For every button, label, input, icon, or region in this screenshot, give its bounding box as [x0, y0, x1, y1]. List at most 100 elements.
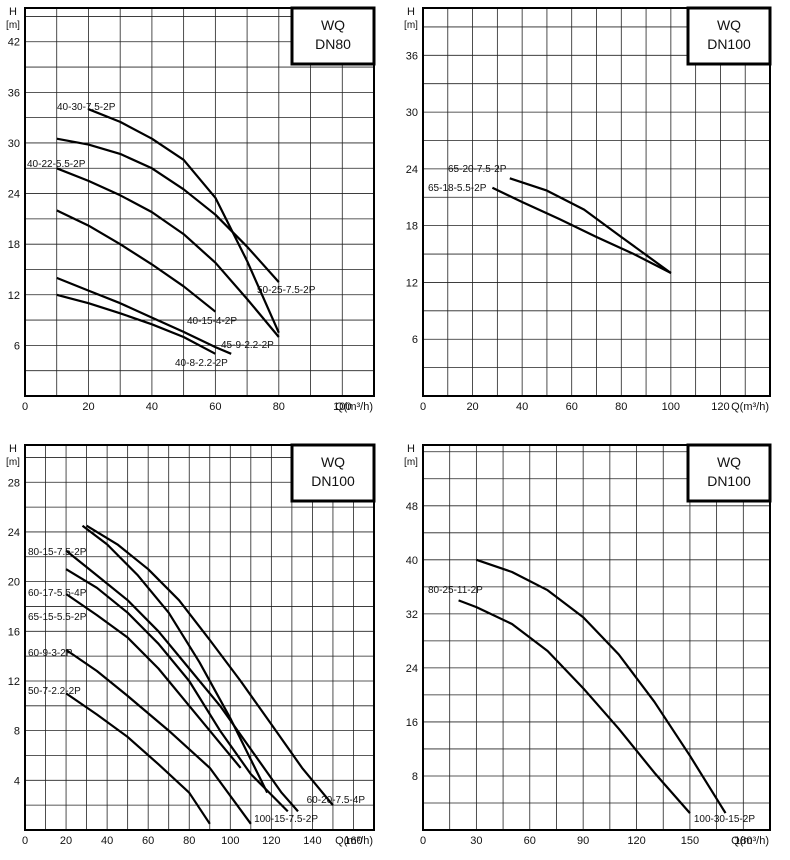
x-tick-label: 120 [627, 835, 645, 847]
y-tick-label: 16 [8, 626, 20, 638]
y-tick-label: 8 [14, 726, 20, 738]
y-tick-label: 48 [406, 501, 418, 513]
plot-frame [422, 7, 771, 397]
y-axis-label-h: H [9, 6, 17, 18]
curve-50-25-7.5-2P [56, 167, 280, 338]
chart-panel-2: 0 20 40 60 80 100 120 Q(m³/h) 6 12 18 24 30 36 H [m] WQ D… [404, 6, 772, 413]
x-tick-label: 0 [420, 401, 426, 413]
x-tick-label: 60 [524, 835, 536, 847]
y-tick-label: 18 [406, 221, 418, 233]
curve-label: 40-15-4-2P [187, 316, 237, 327]
series-title-text: WQ [321, 17, 345, 33]
plot-frame [24, 444, 375, 831]
y-axis-label-unit: [m] [404, 457, 418, 468]
curve-label: 40-8-2.2-2P [175, 358, 228, 369]
curve-60-17-5.5-4P [65, 568, 289, 813]
curve-label: 65-20-7.5-2P [448, 164, 507, 175]
y-tick-label: 42 [8, 37, 20, 49]
series-title-text: WQ [717, 454, 741, 470]
curve-label: 80-15-7.5-2P [28, 547, 87, 558]
x-tick-label: 160 [344, 835, 362, 847]
curve-label: 60-17-5.5-4P [28, 588, 87, 599]
x-tick-label: 120 [711, 401, 729, 413]
y-tick-label: 4 [14, 775, 20, 787]
curve-80-15-7.5-2P [81, 524, 269, 794]
x-tick-label: 180 [734, 835, 752, 847]
x-axis-label: Q(m³/h) [731, 401, 769, 413]
y-axis-label-unit: [m] [404, 20, 418, 31]
y-tick-label: 20 [8, 577, 20, 589]
curve-label: 40-30-7.5-2P [57, 102, 116, 113]
x-axis-label: Q(m³/h) [731, 835, 769, 847]
x-tick-label: 60 [566, 401, 578, 413]
y-tick-label: 30 [8, 138, 20, 150]
x-tick-label: 40 [146, 401, 158, 413]
curve-40-8-2.2-2P [56, 293, 216, 355]
curve-100-15-7.5-2P [65, 549, 299, 813]
y-tick-label: 36 [8, 87, 20, 99]
y-tick-label: 24 [8, 189, 20, 201]
x-tick-label: 140 [303, 835, 321, 847]
x-tick-label: 100 [221, 835, 239, 847]
curve-label: 60-20-7.5-4P [307, 795, 366, 806]
x-tick-label: 100 [333, 401, 351, 413]
x-tick-label: 20 [82, 401, 94, 413]
y-tick-label: 8 [412, 771, 418, 783]
x-tick-label: 120 [262, 835, 280, 847]
x-tick-label: 80 [615, 401, 627, 413]
series-title-text: DN80 [315, 36, 351, 52]
series-title-text: WQ [717, 17, 741, 33]
y-tick-label: 12 [8, 290, 20, 302]
curve-label: 60-9-3-2P [28, 648, 73, 659]
x-tick-label: 60 [209, 401, 221, 413]
y-tick-label: 30 [406, 107, 418, 119]
x-axis-label: Q(m³/h) [335, 401, 373, 413]
series-title-box [290, 443, 376, 503]
y-tick-label: 24 [406, 663, 418, 675]
y-tick-label: 24 [8, 527, 20, 539]
x-tick-label: 30 [470, 835, 482, 847]
curve-label: 50-7-2.2-2P [28, 686, 81, 697]
y-tick-label: 40 [406, 555, 418, 567]
x-tick-label: 0 [22, 401, 28, 413]
plot-frame [24, 7, 375, 397]
y-tick-label: 24 [406, 164, 418, 176]
curve-100-30-15-2P [476, 558, 727, 814]
curve-label: 40-22-5.5-2P [27, 159, 86, 170]
y-tick-label: 6 [412, 334, 418, 346]
x-tick-label: 20 [60, 835, 72, 847]
curve-60-9-3-2P [65, 648, 252, 825]
x-tick-label: 100 [662, 401, 680, 413]
series-title-text: DN100 [707, 473, 751, 489]
x-axis-label: Q(m³/h) [335, 835, 373, 847]
x-tick-label: 80 [273, 401, 285, 413]
curve-40-30-7.5-2P [88, 108, 280, 334]
x-tick-label: 150 [681, 835, 699, 847]
y-axis-label-h: H [9, 443, 17, 455]
curve-label: 45-9-2.2-2P [221, 340, 274, 351]
series-title-box [290, 6, 376, 66]
curve-80-25-11-2P [458, 599, 691, 814]
plot-frame [422, 444, 771, 831]
y-tick-label: 6 [14, 340, 20, 352]
curve-label: 50-25-7.5-2P [257, 285, 316, 296]
curve-50-7-2.2-2P [65, 692, 211, 825]
series-title-text: WQ [321, 454, 345, 470]
curve-65-15-5.5-2P [65, 593, 242, 769]
curve-65-20-7.5-2P [509, 177, 672, 274]
curve-65-18-5.5-2P [491, 186, 672, 274]
curve-label: 100-15-7.5-2P [254, 814, 318, 825]
x-tick-label: 0 [22, 835, 28, 847]
y-tick-label: 28 [8, 477, 20, 489]
y-axis-label-h: H [407, 443, 415, 455]
x-tick-label: 0 [420, 835, 426, 847]
x-tick-label: 60 [142, 835, 154, 847]
curve-label: 65-18-5.5-2P [428, 183, 487, 194]
curve-40-15-4-2P [56, 209, 217, 313]
series-title-box [686, 443, 772, 503]
y-axis-label-unit: [m] [6, 457, 20, 468]
